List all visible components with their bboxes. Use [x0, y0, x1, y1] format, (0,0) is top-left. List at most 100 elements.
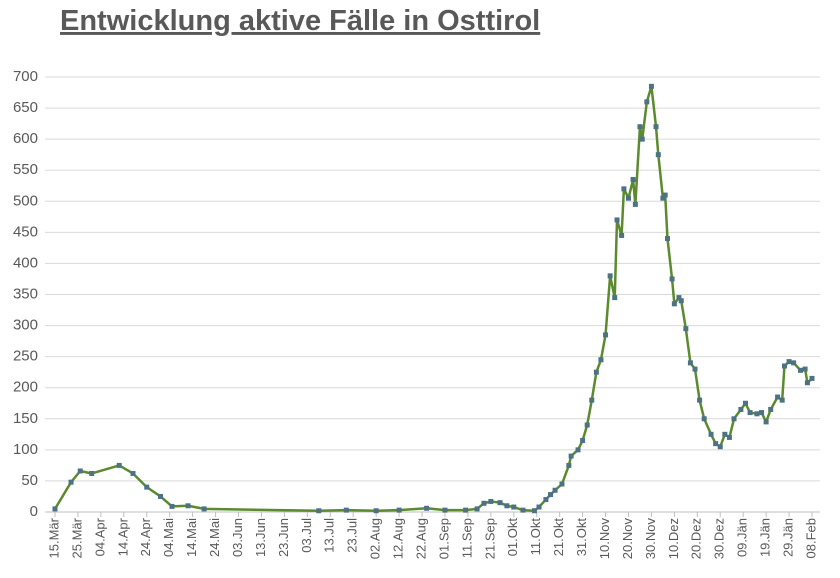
data-point [708, 431, 714, 437]
data-point [754, 411, 760, 417]
data-point [621, 186, 627, 192]
data-point [589, 397, 595, 403]
y-tick-label: 300 [13, 317, 38, 334]
data-point [722, 431, 728, 437]
y-tick-label: 200 [13, 379, 38, 396]
data-point [593, 369, 599, 375]
x-tick-label: 13.Jul [322, 518, 337, 553]
data-point [697, 397, 703, 403]
data-point [116, 462, 122, 468]
data-point [130, 470, 136, 476]
data-point [77, 468, 83, 474]
data-point [474, 506, 480, 512]
x-tick-label: 29.Jän [780, 518, 795, 557]
data-point [504, 503, 510, 509]
data-point [683, 326, 689, 332]
y-tick-label: 150 [13, 410, 38, 427]
data-point [603, 332, 609, 338]
x-tick-label: 14.Mai [184, 518, 199, 557]
y-tick-label: 350 [13, 285, 38, 302]
x-tick-label: 23.Jul [345, 518, 360, 553]
data-point [580, 438, 586, 444]
data-point [625, 195, 631, 201]
y-tick-label: 0 [30, 503, 38, 520]
y-tick-label: 450 [13, 223, 38, 240]
data-point [68, 479, 74, 485]
data-point [687, 360, 693, 366]
data-point [169, 503, 175, 509]
data-point [763, 419, 769, 425]
data-point [713, 441, 719, 447]
data-point [316, 508, 322, 514]
data-point [639, 136, 645, 142]
y-tick-label: 100 [13, 441, 38, 458]
data-point [692, 366, 698, 372]
x-tick-label: 21.Okt [551, 518, 566, 557]
data-point [637, 124, 643, 130]
data-point [742, 400, 748, 406]
x-tick-label: 20.Dez [689, 518, 704, 559]
x-tick-label: 10.Nov [597, 518, 612, 560]
data-point [717, 444, 723, 450]
data-point [747, 410, 753, 416]
data-point [497, 500, 503, 506]
data-point [804, 380, 810, 386]
x-tick-label: 22.Aug [413, 518, 428, 559]
data-point [779, 397, 785, 403]
y-tick-label: 700 [13, 68, 38, 85]
data-point [791, 360, 797, 366]
x-tick-label: 03.Jul [299, 518, 314, 553]
x-tick-label: 11.Sep [459, 518, 474, 558]
x-tick-label: 30.Dez [712, 518, 727, 559]
data-point [566, 462, 572, 468]
x-tick-label: 09.Jän [735, 518, 750, 557]
data-point [738, 406, 744, 412]
data-point [678, 298, 684, 304]
y-tick-label: 250 [13, 348, 38, 365]
data-point [343, 507, 349, 513]
x-tick-label: 11.Okt [528, 518, 543, 556]
data-point [89, 470, 95, 476]
data-point [619, 232, 625, 238]
data-point [144, 484, 150, 490]
data-point [731, 416, 737, 422]
data-point [547, 492, 553, 498]
data-point [424, 505, 430, 511]
data-point [201, 506, 207, 512]
data-point [781, 363, 787, 369]
data-point [396, 507, 402, 513]
x-tick-label: 20.Nov [620, 518, 635, 560]
x-tick-label: 04.Mai [161, 518, 176, 557]
x-tick-label: 24.Apr [138, 517, 153, 556]
data-point [520, 507, 526, 513]
data-point [543, 497, 549, 503]
data-point [511, 504, 517, 510]
x-tick-label: 08.Feb [803, 518, 818, 558]
data-point [653, 124, 659, 130]
data-point [809, 375, 815, 381]
x-tick-label: 19.Jän [758, 518, 773, 557]
data-point [630, 177, 636, 183]
data-point [614, 217, 620, 223]
data-point [671, 301, 677, 307]
data-point [644, 99, 650, 105]
data-point [463, 507, 469, 513]
data-point [669, 276, 675, 282]
data-point [798, 367, 804, 373]
data-point [701, 416, 707, 422]
data-point [676, 295, 682, 301]
data-point [759, 410, 765, 416]
data-point [158, 493, 164, 499]
x-tick-label: 10.Dez [666, 518, 681, 559]
x-tick-label: 12.Aug [391, 518, 406, 559]
x-tick-label: 03.Jun [230, 518, 245, 557]
chart-title: Entwicklung aktive Fälle in Osttirol [60, 5, 540, 37]
y-tick-label: 400 [13, 254, 38, 271]
x-tick-label: 21.Sep [482, 518, 497, 559]
x-tick-label: 23.Jun [276, 518, 291, 557]
data-point [786, 359, 792, 365]
x-tick-label: 24.Mai [207, 518, 222, 557]
x-tick-label: 01.Okt [505, 518, 520, 557]
data-point [664, 236, 670, 242]
